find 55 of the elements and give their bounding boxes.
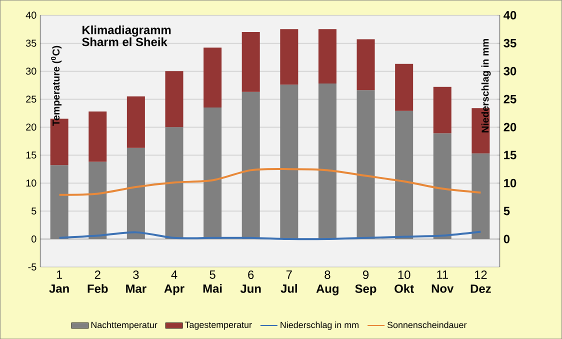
y-tick-label: 25 [26,96,36,103]
bar [242,92,260,239]
x-tick-label: 6 Jun [240,270,261,293]
bar [318,29,336,84]
y2-tick-label: 15 [504,150,516,160]
legend-label: Niederschlag in mm [280,321,358,330]
x-tick-label: 7 Jul [280,270,297,293]
x-tick-label: 9 Sep [355,270,376,296]
y2-tick-label: 40 [504,10,516,20]
bar [88,111,107,162]
line-series [58,168,482,196]
x-tick-label: 10 Okt [394,270,414,293]
x-tick-label: 2 Feb [88,270,108,293]
x-tick-label: 5 Mai [203,270,222,293]
x-tick-label: 4 Apr [164,270,184,296]
bar [433,86,452,134]
x-tick-label: 3 Mar [126,270,146,293]
y-tick-label: 5 [32,207,36,214]
y-tick-label: 20 [26,124,36,131]
y2-tick-label: 30 [504,66,516,76]
y-tick-label: 0 [32,235,36,242]
y-tick-label: 10 [26,179,36,187]
bar [356,39,375,90]
y2-tick-label: 10 [504,178,516,188]
bar [318,83,336,239]
y-tick-label: 30 [26,68,36,75]
bar [126,96,145,148]
bar [165,71,184,128]
y2-tick-label: 5 [504,206,510,216]
y-tick-label: -5 [28,263,36,270]
line-series [58,230,482,240]
text: Klimadiagramm [82,25,171,37]
y2-tick-label: 0 [504,234,510,244]
x-tick-label: 1 Jan [49,270,69,293]
y2-axis-title: Niederschlag in mm [481,38,491,132]
y2-tick-label: 35 [504,38,516,48]
legend-label: Sonnenscheindauer [387,321,467,328]
y-tick-label: 15 [26,152,36,158]
text: Sharm el Sheik [82,37,168,46]
bar [204,48,222,108]
bar [280,29,298,84]
bar [204,107,222,239]
legend-label: Tagestemperatur [184,322,252,330]
y2-tick-label: 20 [504,122,516,132]
x-tick-label: 8 Aug [316,270,338,296]
bar [280,84,298,239]
legend-label: Nachttemperatur [91,321,158,330]
x-tick-label: 12 Dez [470,270,491,293]
y-tick-label: 35 [26,40,36,47]
x-tick-label: 11 Nov [432,270,454,293]
bar [395,64,414,111]
y2-tick-label: 25 [504,94,516,104]
bar [242,32,260,92]
y-tick-label: 40 [26,12,36,19]
y-axis-title: Temperature ($^{0}$C) [51,46,62,126]
